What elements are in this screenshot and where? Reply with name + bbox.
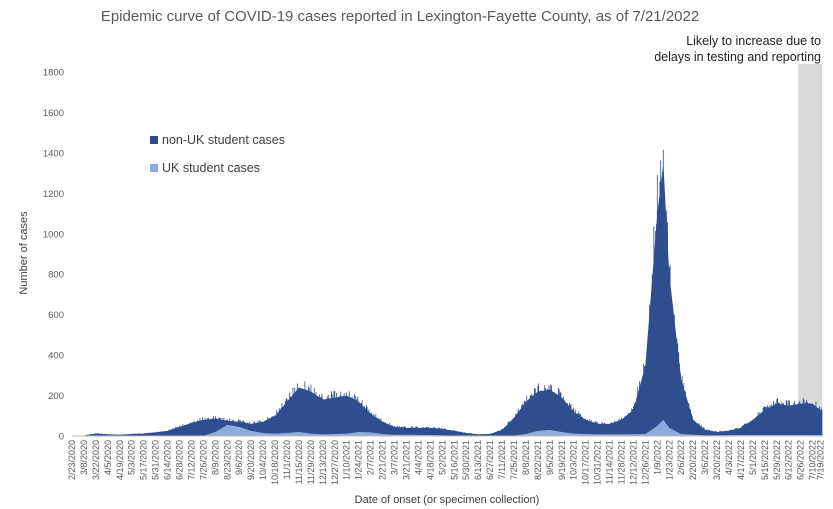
y-axis-title: Number of cases <box>18 211 30 295</box>
x-tick-label: 6/28/2020 <box>175 440 185 480</box>
x-tick-label: 2/21/2021 <box>378 440 388 480</box>
legend-item-non-uk: non-UK student cases <box>150 132 285 148</box>
x-tick-label: 5/1/2022 <box>748 440 758 475</box>
x-tick-label: 6/26/2022 <box>796 440 806 480</box>
y-tick-label: 400 <box>48 351 64 362</box>
x-tick-label: 2/7/2021 <box>366 440 376 475</box>
x-tick-label: 4/19/2020 <box>115 440 125 480</box>
legend-label-non-uk: non-UK student cases <box>162 133 285 147</box>
x-tick-label: 11/15/2020 <box>294 440 304 484</box>
x-tick-label: 4/17/2022 <box>736 440 746 480</box>
y-tick-label: 1400 <box>43 148 64 159</box>
x-tick-label: 7/12/2020 <box>187 440 197 480</box>
x-tick-label: 12/27/2020 <box>330 440 340 485</box>
x-tick-label: 5/2/2021 <box>437 440 447 475</box>
x-tick-label: 10/4/2020 <box>258 440 268 480</box>
x-tick-label: 7/10/2022 <box>808 440 818 480</box>
x-tick-label: 1/23/2022 <box>664 440 674 480</box>
y-tick-label: 800 <box>48 270 64 281</box>
x-tick-label: 4/18/2021 <box>425 440 435 480</box>
legend-item-uk: UK student cases <box>150 160 285 176</box>
reporting-delay-shade <box>798 64 822 436</box>
x-tick-label: 8/8/2021 <box>521 440 531 475</box>
y-tick-label: 1200 <box>43 189 64 200</box>
x-tick-label: 12/26/2021 <box>640 440 650 485</box>
x-tick-label: 5/30/2021 <box>461 440 471 480</box>
x-tick-label: 7/11/2021 <box>497 440 507 479</box>
y-tick-label: 1600 <box>43 108 64 119</box>
x-tick-label: 5/15/2022 <box>760 440 770 480</box>
legend: non-UK student cases UK student cases <box>150 132 285 188</box>
x-tick-label: 12/12/2021 <box>628 440 638 485</box>
x-tick-label: 8/9/2020 <box>210 440 220 475</box>
legend-swatch-uk <box>150 164 158 172</box>
x-tick-label: 4/4/2021 <box>413 440 423 475</box>
y-tick-label: 200 <box>48 391 64 402</box>
x-tick-label: 10/3/2021 <box>569 440 579 480</box>
x-tick-label: 12/13/2020 <box>318 440 328 485</box>
x-tick-label: 11/29/2020 <box>306 440 316 484</box>
x-tick-label: 2/6/2022 <box>676 440 686 475</box>
series-area-non-uk <box>72 163 822 436</box>
y-tick-label: 0 <box>59 432 64 443</box>
x-tick-label: 7/26/2020 <box>198 440 208 480</box>
x-tick-label: 5/16/2021 <box>449 440 459 480</box>
x-axis-title: Date of onset (or specimen collection) <box>354 494 540 506</box>
x-tick-label: 2/20/2022 <box>688 440 698 480</box>
x-tick-label: 1/10/2021 <box>342 440 352 480</box>
x-tick-label: 8/22/2021 <box>533 440 543 480</box>
x-tick-label: 3/22/2020 <box>91 440 101 480</box>
y-tick-label: 600 <box>48 310 64 321</box>
x-tick-label: 6/12/2022 <box>784 440 794 480</box>
x-tick-label: 10/31/2021 <box>593 440 603 485</box>
x-tick-label: 4/3/2022 <box>724 440 734 475</box>
x-tick-label: 5/17/2020 <box>139 440 149 480</box>
x-tick-label: 9/20/2020 <box>246 440 256 480</box>
x-tick-label: 10/17/2021 <box>581 440 591 485</box>
y-tick-label: 1800 <box>43 68 64 79</box>
x-tick-label: 11/1/2020 <box>282 440 292 479</box>
legend-swatch-non-uk <box>150 136 158 144</box>
x-tick-label: 5/29/2022 <box>772 440 782 480</box>
x-tick-label: 9/5/2021 <box>545 440 555 475</box>
x-tick-label: 6/27/2021 <box>485 440 495 480</box>
x-tick-label: 4/5/2020 <box>103 440 113 475</box>
legend-label-uk: UK student cases <box>162 161 260 175</box>
x-tick-label: 3/7/2021 <box>390 440 400 475</box>
x-tick-label: 1/9/2022 <box>652 440 662 475</box>
x-tick-label: 6/14/2020 <box>163 440 173 480</box>
x-tick-label: 10/18/2020 <box>270 440 280 485</box>
reporting-delay-annotation: Likely to increase due to delays in test… <box>654 34 821 64</box>
x-tick-label: 3/21/2021 <box>402 440 412 480</box>
x-tick-label: 7/25/2021 <box>509 440 519 480</box>
x-tick-label: 9/6/2020 <box>234 440 244 475</box>
y-tick-label: 1000 <box>43 229 64 240</box>
x-tick-label: 3/20/2022 <box>712 440 722 480</box>
x-tick-label: 5/3/2020 <box>127 440 137 475</box>
series-daily-spikes-non-uk <box>74 149 823 436</box>
chart-title: Epidemic curve of COVID-19 cases reporte… <box>100 8 700 25</box>
x-tick-label: 2/23/2020 <box>67 440 77 480</box>
x-tick-label: 1/24/2021 <box>354 440 364 480</box>
x-tick-label: 5/31/2020 <box>151 440 161 480</box>
x-tick-label: 11/28/2021 <box>617 440 627 484</box>
x-tick-label: 9/19/2021 <box>557 440 567 480</box>
x-tick-label: 6/13/2021 <box>473 440 483 480</box>
x-tick-label: 8/23/2020 <box>222 440 232 480</box>
x-tick-label: 3/6/2022 <box>700 440 710 475</box>
x-tick-label: 3/8/2020 <box>79 440 89 475</box>
x-tick-label: 11/14/2021 <box>605 440 615 484</box>
x-tick-label: 7/19/2022 <box>815 440 825 480</box>
